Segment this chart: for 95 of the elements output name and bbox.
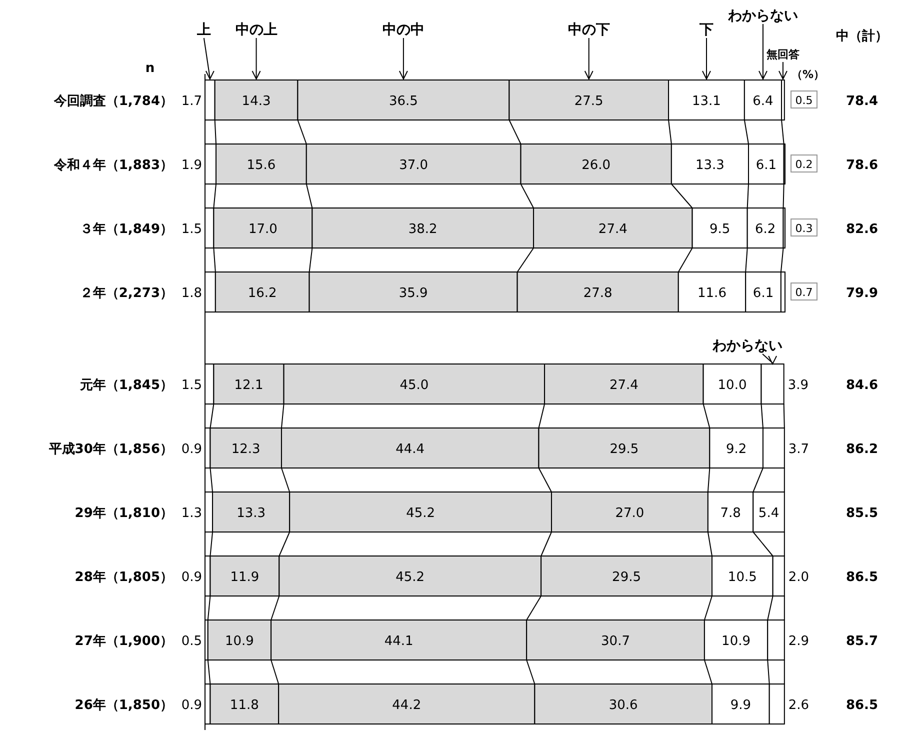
data-label: 30.6: [608, 698, 638, 713]
text: 84.6: [846, 378, 878, 393]
y-tick-label: 平成30年（1,856）: [48, 442, 173, 457]
text: n: [145, 61, 155, 76]
y-tick-label: 27年（1,900）: [74, 634, 173, 649]
data-label: 1.8: [181, 286, 202, 301]
data-label: 29.5: [612, 570, 642, 585]
text: 中の下: [568, 22, 610, 38]
text: 78.4: [846, 94, 878, 109]
data-label: 27.4: [609, 378, 638, 393]
data-label: 14.3: [242, 94, 271, 109]
text: 85.5: [846, 506, 878, 521]
data-label: 0.5: [181, 634, 202, 649]
data-label: 45.0: [400, 378, 429, 393]
data-label: 30.7: [601, 634, 630, 649]
data-label: 17.0: [248, 222, 278, 237]
text: 82.6: [846, 222, 878, 237]
text: 中の中: [382, 22, 424, 38]
y-tick-label: 令和４年（1,883）: [52, 157, 173, 173]
text: 86.5: [846, 698, 878, 713]
data-label: 0.2: [795, 158, 813, 171]
data-label: 5.4: [758, 506, 780, 521]
data-label: 13.3: [695, 158, 724, 173]
data-label: 10.9: [722, 634, 751, 649]
y-tick-label: ３年（1,849）: [80, 222, 173, 237]
data-label: 6.2: [754, 222, 776, 237]
y-tick-label: 29年（1,810）: [74, 506, 173, 521]
data-label: 3.9: [788, 378, 809, 393]
data-label: 11.9: [230, 570, 260, 585]
data-label: 3.7: [788, 442, 810, 457]
text: 無回答: [765, 48, 800, 61]
data-label: 26.0: [582, 158, 611, 173]
text: 86.5: [846, 570, 878, 585]
text: 85.7: [846, 634, 878, 649]
y-tick-label: 今回調査（1,784）: [52, 93, 173, 109]
y-tick-label: 元年（1,845）: [78, 378, 173, 393]
data-label: 44.4: [396, 442, 425, 457]
data-label: 10.5: [728, 570, 757, 585]
y-tick-label: 26年（1,850）: [74, 698, 173, 713]
data-label: 7.8: [720, 506, 741, 521]
data-label: 27.5: [574, 94, 604, 109]
data-label: 45.2: [406, 506, 436, 521]
data-label: 16.2: [248, 286, 277, 301]
data-label: 6.1: [752, 286, 774, 301]
data-label: 0.9: [181, 698, 202, 713]
data-label: 44.1: [384, 634, 414, 649]
data-label: 9.9: [730, 698, 752, 713]
data-label: 0.5: [795, 94, 813, 107]
data-label: 13.1: [692, 94, 721, 109]
data-label: 45.2: [396, 570, 425, 585]
data-label: 35.9: [398, 286, 428, 301]
data-label: 36.5: [388, 94, 418, 109]
data-label: 12.1: [234, 378, 264, 393]
data-label: 2.0: [788, 570, 810, 585]
data-label: 12.3: [231, 442, 260, 457]
data-label: 11.6: [698, 286, 726, 301]
text: （%）: [791, 68, 825, 81]
y-tick-label: ２年（2,273）: [80, 286, 173, 301]
data-label: 1.9: [181, 158, 202, 173]
data-label: 1.3: [181, 506, 202, 521]
data-label: 27.8: [583, 286, 612, 301]
text: 上: [196, 22, 211, 38]
text: わからない: [726, 8, 798, 24]
data-label: 15.6: [246, 158, 276, 173]
text: 中の上: [235, 22, 278, 38]
data-label: 10.9: [225, 634, 254, 649]
data-label: 9.2: [726, 442, 747, 457]
text: 中（計）: [836, 28, 888, 44]
data-label: 38.2: [408, 222, 438, 237]
data-label: 1.5: [181, 222, 202, 237]
data-label: 44.2: [392, 698, 422, 713]
data-label: 1.7: [181, 94, 202, 109]
data-label: 27.0: [615, 506, 644, 521]
data-label: 37.0: [399, 158, 428, 173]
data-label: 1.5: [181, 378, 202, 393]
data-label: 11.8: [230, 698, 259, 713]
y-tick-label: 28年（1,805）: [74, 570, 173, 585]
data-label: 2.9: [788, 634, 810, 649]
data-label: 6.1: [756, 158, 777, 173]
text: 下: [698, 22, 714, 38]
data-label: 0.9: [181, 570, 202, 585]
data-label: 29.5: [610, 442, 639, 457]
text: 78.6: [846, 158, 878, 173]
annotation: わからない: [712, 338, 783, 354]
data-label: 27.4: [598, 222, 628, 237]
data-label: 0.9: [181, 442, 202, 457]
data-label: 13.3: [236, 506, 266, 521]
data-label: 0.7: [795, 286, 813, 299]
text: 79.9: [846, 286, 878, 301]
data-label: 0.3: [795, 222, 813, 235]
data-label: 2.6: [788, 698, 810, 713]
text: 86.2: [846, 442, 878, 457]
data-label: 10.0: [718, 378, 747, 393]
data-label: 9.5: [709, 222, 730, 237]
data-label: 6.4: [752, 94, 774, 109]
